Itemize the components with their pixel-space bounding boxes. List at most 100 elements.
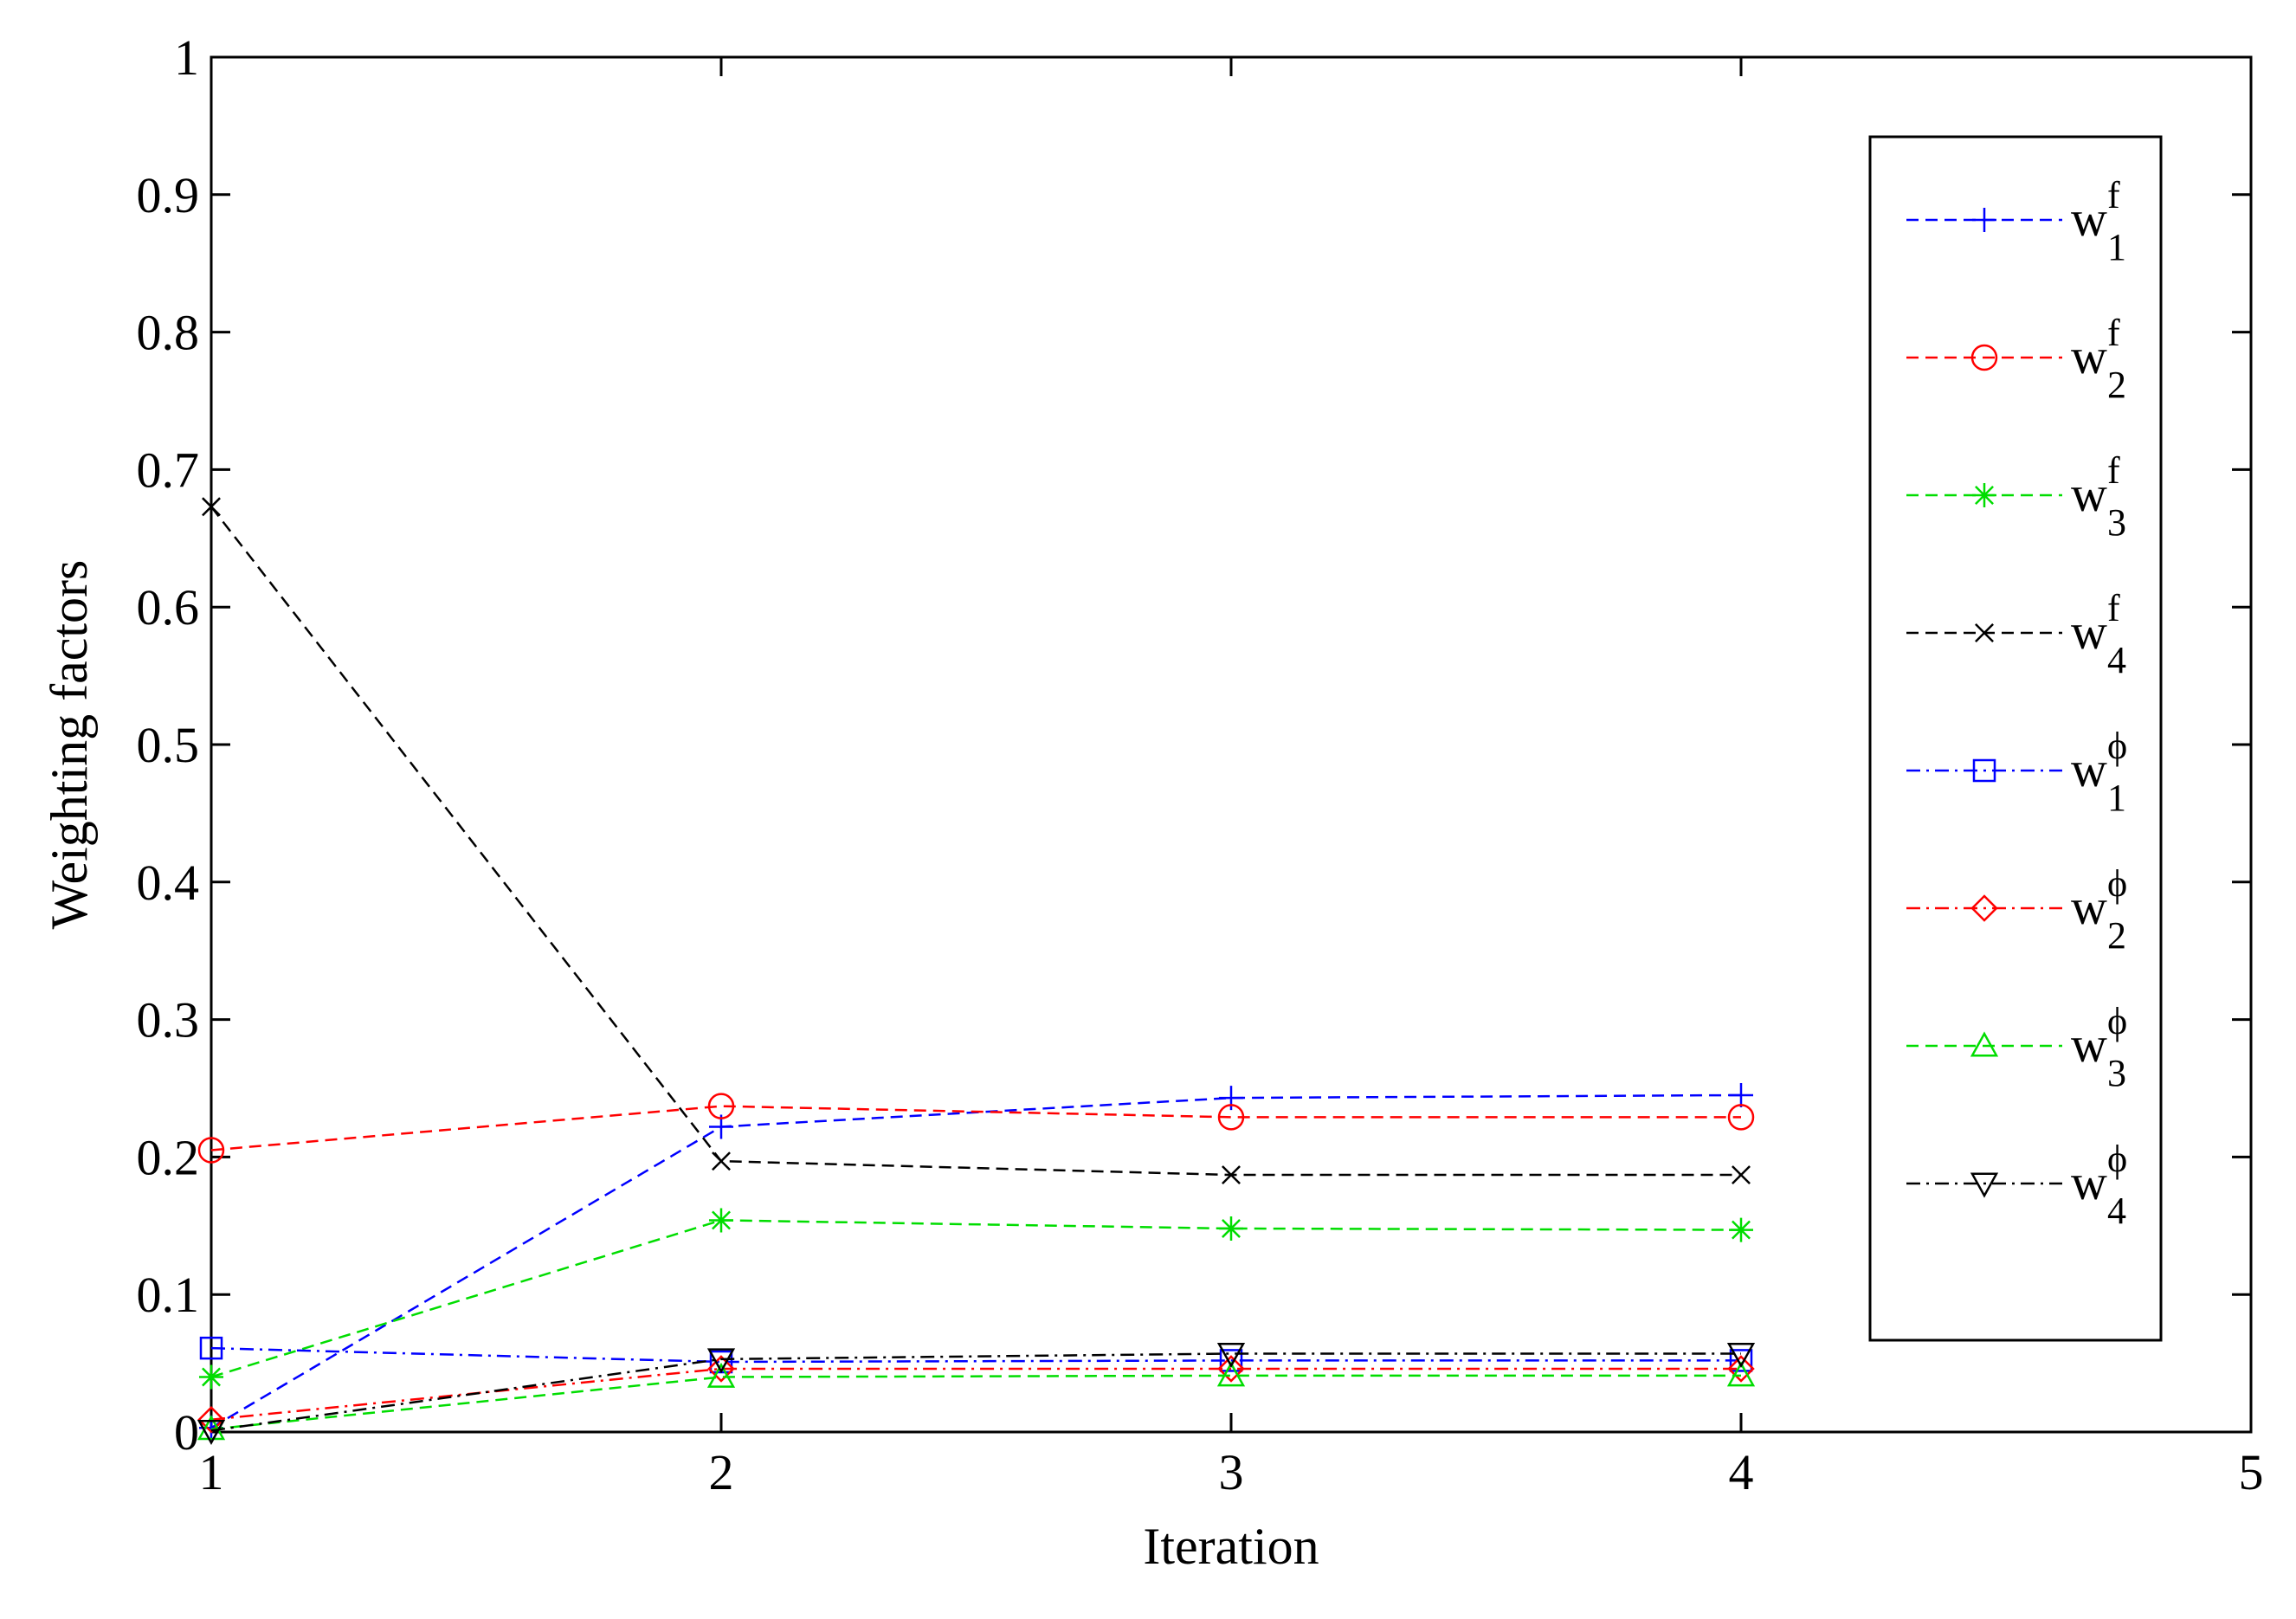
legend-marker: [1970, 344, 1998, 371]
legend-label-sub: 1: [2107, 777, 2126, 819]
data-point: [199, 1364, 223, 1390]
legend-item-5: w ϕ 1: [1906, 725, 2127, 819]
data-point: [197, 1419, 226, 1445]
y-tick-label: 0.6: [137, 579, 200, 635]
series-6-line: [210, 1367, 1741, 1421]
y-tick-label: 1: [174, 29, 199, 86]
legend-label-sub: 4: [2107, 1190, 2126, 1232]
legend-label-sub: 4: [2107, 639, 2126, 681]
data-point: [197, 1405, 225, 1434]
legend-item-1: w f 1: [1906, 174, 2126, 268]
y-tick-label: 0.3: [137, 992, 200, 1048]
data-point: [1219, 1349, 1243, 1372]
series-8: [197, 1343, 1756, 1445]
legend-label-sup: f: [2107, 587, 2120, 629]
x-tick-label: 2: [709, 1444, 734, 1500]
data-point: [707, 1355, 735, 1383]
y-tick-label: 0.9: [137, 167, 200, 223]
legend-marker: [1970, 1172, 1999, 1198]
legend-label-sub: 2: [2107, 914, 2126, 957]
legend-label-base: w: [2071, 879, 2107, 935]
legend-label-base: w: [2071, 328, 2107, 384]
x-tick-label: 3: [1219, 1444, 1244, 1500]
series-8-line: [210, 1352, 1741, 1432]
legend-marker: [1972, 483, 1996, 507]
series-5-line: [210, 1346, 1741, 1364]
series-layer: [197, 497, 1756, 1445]
data-point: [197, 1415, 226, 1441]
legend-label-sub: 3: [2107, 501, 2126, 544]
data-point: [712, 1151, 731, 1171]
legend-marker: [1970, 894, 1998, 922]
legend-label-sub: 3: [2107, 1052, 2126, 1094]
ticks-layer: 1 2 3 4 5 0 0.1 0.2 0.3 0.4 0.5 0.6 0.7 0.8 0.9 1: [137, 29, 2264, 1500]
legend-label-sup: ϕ: [2107, 1138, 2127, 1180]
data-point: [197, 1137, 225, 1164]
legend-label-base: w: [2071, 190, 2107, 247]
data-point: [1729, 1082, 1753, 1107]
x-axis-title: Iteration: [1143, 1518, 1319, 1575]
series-6: [197, 1355, 1755, 1434]
data-point: [1729, 1217, 1753, 1242]
legend-label-base: w: [2071, 1016, 2107, 1073]
legend-item-6: w ϕ 2: [1906, 862, 2127, 957]
legend-item-8: w ϕ 4: [1906, 1138, 2127, 1232]
series-2-line: [210, 1105, 1741, 1151]
legend-marker: [1970, 1031, 1999, 1057]
y-tick-label: 0.5: [137, 717, 200, 773]
y-tick-label: 0: [174, 1404, 199, 1461]
legend-label-sub: 2: [2107, 364, 2126, 406]
data-point: [1216, 1343, 1246, 1369]
data-point: [1726, 1343, 1756, 1369]
data-point: [709, 1208, 733, 1233]
data-point: [1219, 1216, 1243, 1241]
y-tick-label: 0.8: [137, 305, 200, 361]
data-point: [199, 1336, 223, 1360]
legend-label-sub: 1: [2107, 226, 2126, 268]
data-point: [1726, 1361, 1756, 1387]
legend-item-2: w f 2: [1906, 312, 2126, 406]
x-tick-label: 4: [1729, 1444, 1754, 1500]
data-point: [707, 1093, 735, 1119]
data-point: [1727, 1355, 1755, 1383]
series-7: [197, 1361, 1756, 1441]
data-point: [1222, 1165, 1241, 1185]
legend-label-sup: ϕ: [2107, 725, 2127, 767]
series-2: [197, 1093, 1755, 1164]
x-tick-label: 5: [2239, 1444, 2264, 1500]
data-point: [1729, 1349, 1753, 1372]
y-tick-label: 0.1: [137, 1267, 200, 1323]
legend-label-sup: ϕ: [2107, 1000, 2127, 1042]
legend-label-base: w: [2071, 466, 2107, 522]
legend: w f1w f2w f3w f4w ϕ1w ϕ2w ϕ3w ϕ4: [1868, 135, 2163, 1342]
y-tick-label: 0.7: [137, 442, 200, 498]
legend-label-sup: f: [2107, 449, 2120, 492]
data-point: [1216, 1361, 1246, 1387]
legend-item-3: w f 3: [1906, 449, 2126, 544]
legend-box: [1868, 135, 2163, 1342]
legend-label-sup: f: [2107, 312, 2120, 354]
x-tick-label: 1: [199, 1444, 224, 1500]
data-point: [706, 1362, 736, 1388]
series-3: [199, 1208, 1753, 1390]
legend-item-7: w ϕ 3: [1906, 1000, 2127, 1094]
data-point: [202, 497, 221, 517]
data-point: [1732, 1165, 1751, 1185]
y-axis-title: Weighting factors: [41, 560, 98, 930]
series-5: [199, 1336, 1753, 1374]
y-tick-label: 0.4: [137, 855, 200, 911]
legend-marker: [1972, 208, 1996, 232]
data-point: [1727, 1104, 1755, 1131]
legend-label-base: w: [2071, 741, 2107, 797]
legend-item-4: w f 4: [1906, 587, 2126, 681]
data-point: [1217, 1355, 1245, 1383]
data-point: [706, 1348, 736, 1374]
series-4: [202, 497, 1751, 1185]
legend-label-sup: ϕ: [2107, 862, 2127, 905]
series-3-line: [210, 1219, 1742, 1378]
legend-label-base: w: [2071, 1154, 2107, 1210]
data-point: [1217, 1104, 1245, 1131]
legend-label-base: w: [2071, 603, 2107, 660]
